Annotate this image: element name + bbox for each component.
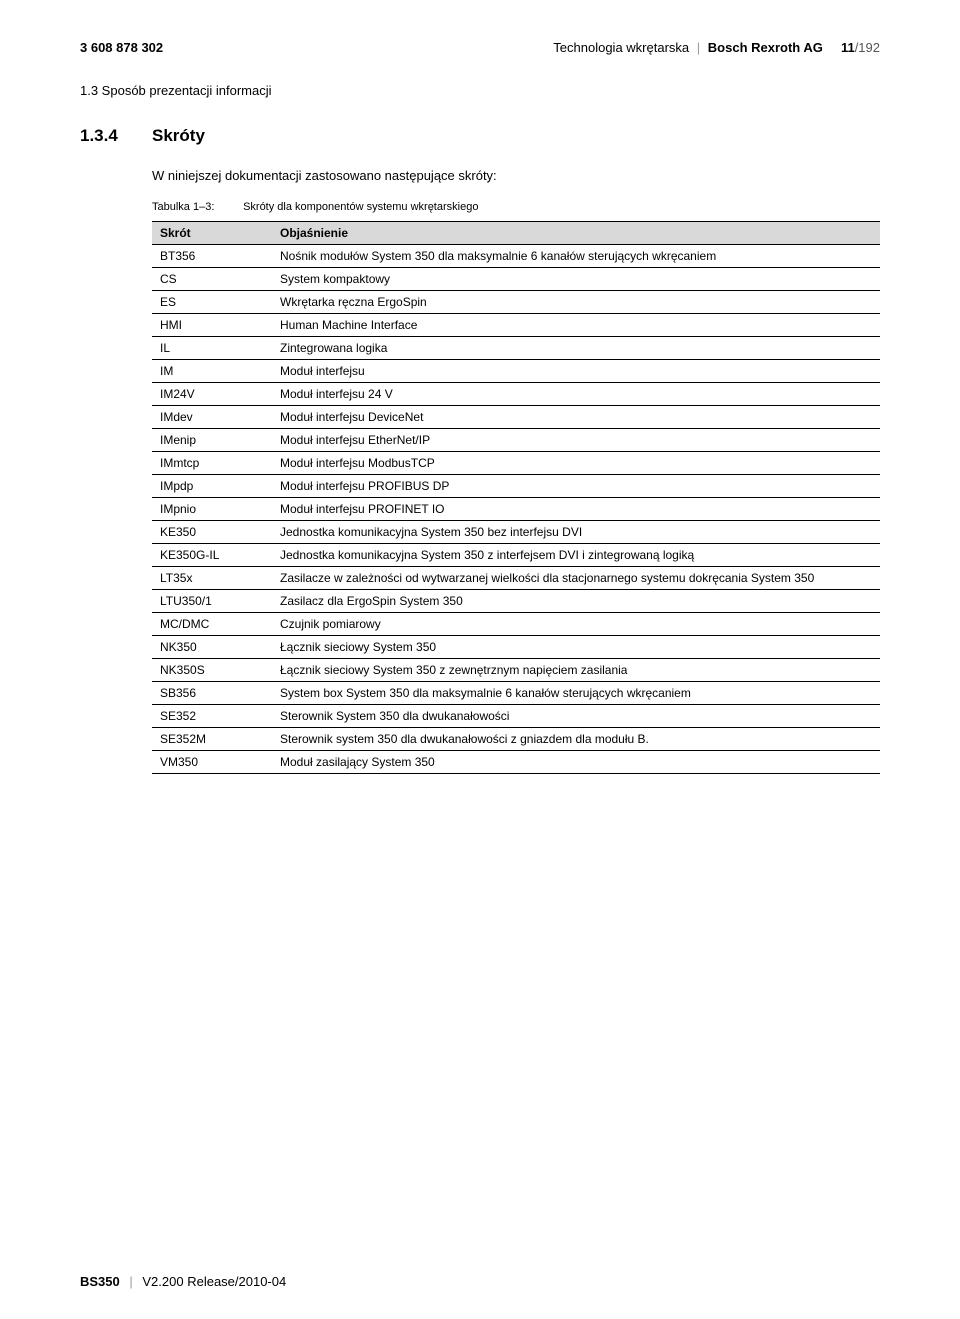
header-subject: Technologia wkrętarska bbox=[553, 40, 689, 55]
col-skrot: Skrót bbox=[152, 222, 272, 245]
abbrev-table-wrap: Tabulka 1–3: Skróty dla komponentów syst… bbox=[152, 201, 880, 774]
cell-objasnienie: Moduł interfejsu ModbusTCP bbox=[272, 452, 880, 475]
cell-skrot: HMI bbox=[152, 314, 272, 337]
header-separator: | bbox=[697, 40, 700, 55]
section-title: Skróty bbox=[152, 126, 205, 146]
table-header-row: Skrót Objaśnienie bbox=[152, 222, 880, 245]
table-row: KE350G-ILJednostka komunikacyjna System … bbox=[152, 544, 880, 567]
cell-objasnienie: Nośnik modułów System 350 dla maksymalni… bbox=[272, 245, 880, 268]
abbrev-table: Skrót Objaśnienie BT356Nośnik modułów Sy… bbox=[152, 221, 880, 774]
table-row: SB356System box System 350 dla maksymaln… bbox=[152, 682, 880, 705]
cell-objasnienie: Czujnik pomiarowy bbox=[272, 613, 880, 636]
table-row: IMpnioModuł interfejsu PROFINET IO bbox=[152, 498, 880, 521]
table-row: KE350Jednostka komunikacyjna System 350 … bbox=[152, 521, 880, 544]
table-row: BT356Nośnik modułów System 350 dla maksy… bbox=[152, 245, 880, 268]
section-heading: 1.3.4 Skróty bbox=[80, 126, 880, 146]
cell-skrot: NK350S bbox=[152, 659, 272, 682]
header-right: Technologia wkrętarska | Bosch Rexroth A… bbox=[553, 40, 880, 55]
cell-objasnienie: Zintegrowana logika bbox=[272, 337, 880, 360]
cell-objasnienie: Moduł interfejsu EtherNet/IP bbox=[272, 429, 880, 452]
page-header: 3 608 878 302 Technologia wkrętarska | B… bbox=[80, 40, 880, 55]
breadcrumb: 1.3 Sposób prezentacji informacji bbox=[80, 83, 880, 98]
cell-skrot: NK350 bbox=[152, 636, 272, 659]
cell-skrot: IMpdp bbox=[152, 475, 272, 498]
table-row: LTU350/1Zasilacz dla ErgoSpin System 350 bbox=[152, 590, 880, 613]
cell-objasnienie: System kompaktowy bbox=[272, 268, 880, 291]
footer-separator: | bbox=[129, 1274, 132, 1289]
cell-skrot: MC/DMC bbox=[152, 613, 272, 636]
cell-objasnienie: Sterownik system 350 dla dwukanałowości … bbox=[272, 728, 880, 751]
page: 3 608 878 302 Technologia wkrętarska | B… bbox=[0, 0, 960, 1319]
col-objasnienie: Objaśnienie bbox=[272, 222, 880, 245]
cell-skrot: SB356 bbox=[152, 682, 272, 705]
cell-objasnienie: Jednostka komunikacyjna System 350 z int… bbox=[272, 544, 880, 567]
cell-skrot: IMpnio bbox=[152, 498, 272, 521]
cell-skrot: IMmtcp bbox=[152, 452, 272, 475]
cell-skrot: IMenip bbox=[152, 429, 272, 452]
cell-skrot: IMdev bbox=[152, 406, 272, 429]
cell-skrot: ES bbox=[152, 291, 272, 314]
footer-doc: BS350 bbox=[80, 1274, 120, 1289]
intro-text: W niniejszej dokumentacji zastosowano na… bbox=[152, 168, 880, 183]
cell-skrot: LTU350/1 bbox=[152, 590, 272, 613]
cell-objasnienie: Wkrętarka ręczna ErgoSpin bbox=[272, 291, 880, 314]
cell-skrot: KE350G-IL bbox=[152, 544, 272, 567]
cell-objasnienie: Moduł interfejsu PROFINET IO bbox=[272, 498, 880, 521]
table-row: IMModuł interfejsu bbox=[152, 360, 880, 383]
cell-objasnienie: Zasilacz dla ErgoSpin System 350 bbox=[272, 590, 880, 613]
cell-skrot: IM24V bbox=[152, 383, 272, 406]
table-row: IMdevModuł interfejsu DeviceNet bbox=[152, 406, 880, 429]
table-row: IMmtcpModuł interfejsu ModbusTCP bbox=[152, 452, 880, 475]
cell-skrot: VM350 bbox=[152, 751, 272, 774]
cell-objasnienie: Moduł interfejsu bbox=[272, 360, 880, 383]
table-row: MC/DMCCzujnik pomiarowy bbox=[152, 613, 880, 636]
cell-objasnienie: Sterownik System 350 dla dwukanałowości bbox=[272, 705, 880, 728]
cell-objasnienie: Moduł zasilający System 350 bbox=[272, 751, 880, 774]
table-row: ESWkrętarka ręczna ErgoSpin bbox=[152, 291, 880, 314]
cell-skrot: IL bbox=[152, 337, 272, 360]
cell-objasnienie: Jednostka komunikacyjna System 350 bez i… bbox=[272, 521, 880, 544]
cell-skrot: SE352 bbox=[152, 705, 272, 728]
page-total: /192 bbox=[855, 40, 880, 55]
page-current: 11 bbox=[841, 40, 855, 55]
table-caption-label: Tabulka 1–3: bbox=[152, 201, 240, 213]
cell-objasnienie: Moduł interfejsu PROFIBUS DP bbox=[272, 475, 880, 498]
cell-objasnienie: Moduł interfejsu DeviceNet bbox=[272, 406, 880, 429]
cell-objasnienie: Łącznik sieciowy System 350 bbox=[272, 636, 880, 659]
table-caption-text: Skróty dla komponentów systemu wkrętarsk… bbox=[243, 201, 478, 213]
table-row: IMenipModuł interfejsu EtherNet/IP bbox=[152, 429, 880, 452]
doc-number: 3 608 878 302 bbox=[80, 40, 163, 55]
footer-version: V2.200 Release/2010-04 bbox=[142, 1274, 286, 1289]
table-row: CSSystem kompaktowy bbox=[152, 268, 880, 291]
page-footer: BS350 | V2.200 Release/2010-04 bbox=[80, 1274, 286, 1289]
cell-objasnienie: Łącznik sieciowy System 350 z zewnętrzny… bbox=[272, 659, 880, 682]
cell-objasnienie: Zasilacze w zależności od wytwarzanej wi… bbox=[272, 567, 880, 590]
cell-skrot: BT356 bbox=[152, 245, 272, 268]
table-row: NK350SŁącznik sieciowy System 350 z zewn… bbox=[152, 659, 880, 682]
table-row: HMIHuman Machine Interface bbox=[152, 314, 880, 337]
cell-skrot: IM bbox=[152, 360, 272, 383]
table-row: SE352Sterownik System 350 dla dwukanałow… bbox=[152, 705, 880, 728]
table-row: NK350Łącznik sieciowy System 350 bbox=[152, 636, 880, 659]
header-brand: Bosch Rexroth AG bbox=[708, 40, 823, 55]
table-caption: Tabulka 1–3: Skróty dla komponentów syst… bbox=[152, 201, 880, 213]
cell-skrot: CS bbox=[152, 268, 272, 291]
table-row: SE352MSterownik system 350 dla dwukanało… bbox=[152, 728, 880, 751]
section-number: 1.3.4 bbox=[80, 126, 128, 146]
cell-skrot: LT35x bbox=[152, 567, 272, 590]
cell-objasnienie: System box System 350 dla maksymalnie 6 … bbox=[272, 682, 880, 705]
cell-objasnienie: Human Machine Interface bbox=[272, 314, 880, 337]
cell-skrot: SE352M bbox=[152, 728, 272, 751]
table-row: ILZintegrowana logika bbox=[152, 337, 880, 360]
table-row: IMpdpModuł interfejsu PROFIBUS DP bbox=[152, 475, 880, 498]
table-row: LT35xZasilacze w zależności od wytwarzan… bbox=[152, 567, 880, 590]
cell-objasnienie: Moduł interfejsu 24 V bbox=[272, 383, 880, 406]
table-row: VM350Moduł zasilający System 350 bbox=[152, 751, 880, 774]
table-row: IM24VModuł interfejsu 24 V bbox=[152, 383, 880, 406]
cell-skrot: KE350 bbox=[152, 521, 272, 544]
